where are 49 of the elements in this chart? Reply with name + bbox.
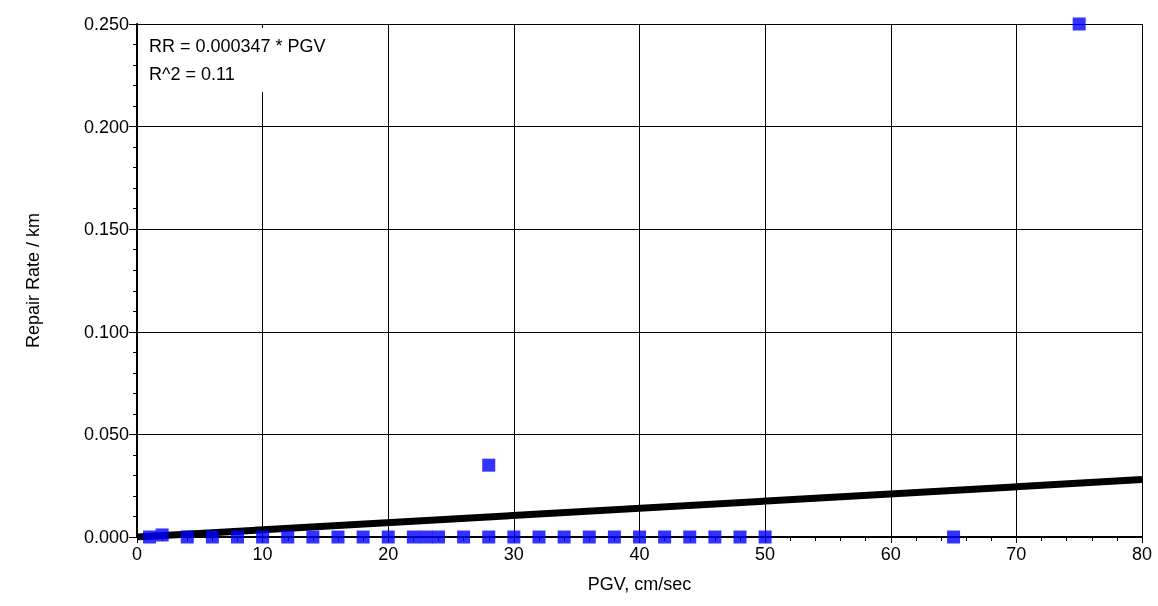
point <box>507 530 521 544</box>
point <box>482 530 496 544</box>
point <box>155 528 169 542</box>
x-tick-label: 50 <box>755 544 776 564</box>
point <box>256 530 270 544</box>
point <box>557 530 571 544</box>
point <box>658 530 672 544</box>
x-tick-label: 0 <box>131 544 143 564</box>
point <box>356 530 370 544</box>
x-tick-label: 20 <box>378 544 399 564</box>
point <box>582 530 596 544</box>
point <box>633 530 646 544</box>
x-tick-label: 60 <box>880 544 901 564</box>
x-tick-label: 10 <box>252 544 273 564</box>
point <box>532 530 546 544</box>
point <box>708 530 722 544</box>
point <box>758 530 772 544</box>
point <box>607 530 621 544</box>
point <box>180 530 194 544</box>
point <box>231 530 244 544</box>
point <box>306 530 320 544</box>
point <box>331 530 345 544</box>
point <box>947 530 961 544</box>
x-axis-title: PGV, cm/sec <box>587 574 692 594</box>
point <box>419 530 433 544</box>
annotation: RR = 0.000347 * PGV <box>149 36 326 56</box>
x-tick-label: 70 <box>1006 544 1027 564</box>
point <box>482 458 496 472</box>
y-tick-label: 0.050 <box>83 424 129 445</box>
y-tick-label: 0.250 <box>83 14 129 34</box>
point <box>683 530 697 544</box>
y-axis-title: Repair Rate / km <box>23 212 43 349</box>
point <box>1072 17 1086 31</box>
x-tick-label: 40 <box>629 544 650 564</box>
point <box>457 530 471 544</box>
y-tick-label: 0.150 <box>83 219 129 240</box>
y-tick-label: 0.200 <box>83 116 129 137</box>
point <box>733 530 747 544</box>
point <box>281 530 295 544</box>
point <box>406 530 420 544</box>
point <box>381 530 395 544</box>
annotation: R^2 = 0.11 <box>149 64 235 84</box>
point <box>205 530 219 544</box>
x-tick-label: 80 <box>1131 544 1153 564</box>
point <box>143 530 157 544</box>
point <box>432 530 445 544</box>
y-tick-label: 0.100 <box>83 321 129 342</box>
x-tick-label: 30 <box>503 544 524 564</box>
y-tick-label: 0.000 <box>83 527 129 547</box>
